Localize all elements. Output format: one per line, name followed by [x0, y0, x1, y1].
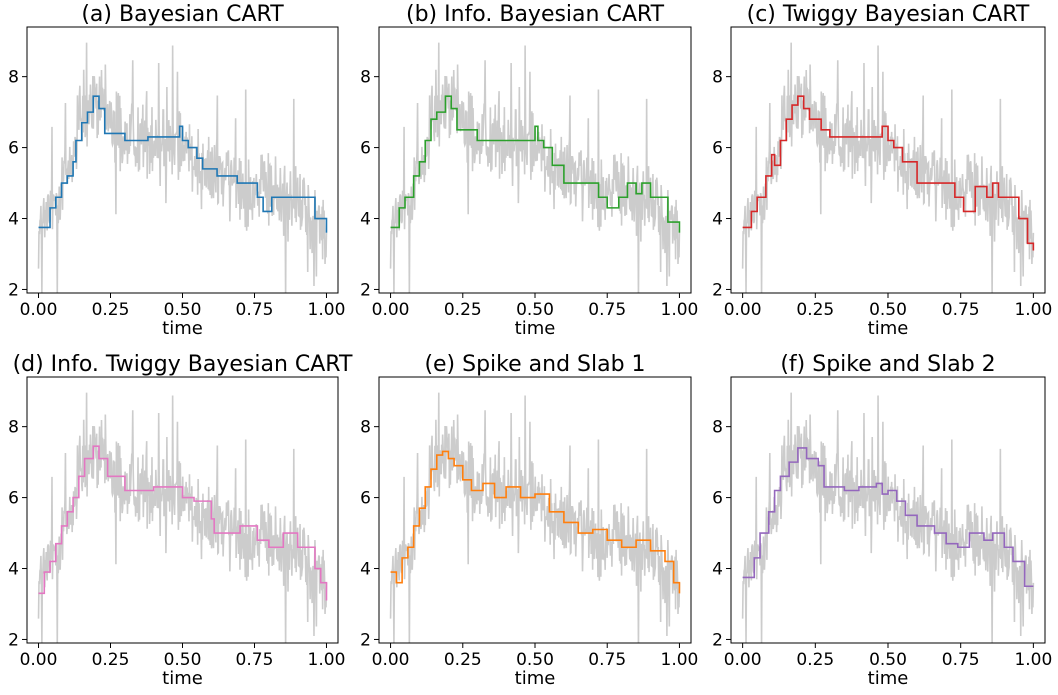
- x-tick-label: 0.25: [796, 300, 834, 320]
- chart-panel: 0.00 0.25 0.50 0.75 1.00 2 4 6 8 (b) Info. Bayesi…: [360, 2, 698, 339]
- x-tick-label: 0.25: [92, 650, 130, 670]
- observed-series: [389, 392, 681, 643]
- x-tick-label: 1.00: [1014, 650, 1052, 670]
- x-tick-label: 0.00: [372, 650, 410, 670]
- y-tick-label: 4: [360, 210, 371, 230]
- fitted-series: [38, 95, 328, 233]
- x-tick-label: 0.50: [164, 300, 202, 320]
- chart-title: (d) Info. Twiggy Bayesian CART: [13, 352, 353, 377]
- y-tick-label: 8: [360, 68, 371, 88]
- x-tick-label: 0.50: [164, 650, 202, 670]
- plot-area: [37, 392, 328, 643]
- x-tick-label: 0.75: [236, 650, 274, 670]
- plot-area: [741, 392, 1035, 643]
- x-tick-label: 0.00: [20, 300, 58, 320]
- x-tick-label: 0.00: [20, 650, 58, 670]
- observed-series: [389, 42, 681, 293]
- observed-series: [741, 42, 1035, 293]
- y-tick-label: 2: [712, 280, 723, 300]
- y-tick-label: 8: [8, 418, 19, 438]
- x-tick-label: 0.00: [724, 300, 762, 320]
- y-tick-label: 6: [712, 489, 723, 509]
- y-tick-label: 2: [712, 630, 723, 650]
- fitted-series: [38, 445, 328, 601]
- chart-panel: 0.00 0.25 0.50 0.75 1.00 2 4 6 8 (c) Twiggy Bayes…: [712, 2, 1052, 339]
- y-tick-label: 4: [8, 210, 19, 230]
- chart-title: (f) Spike and Slab 2: [780, 352, 995, 377]
- x-tick-label: 0.00: [372, 300, 410, 320]
- y-tick-label: 8: [8, 68, 19, 88]
- x-tick-label: 1.00: [1014, 300, 1052, 320]
- x-tick-label: 0.75: [942, 300, 980, 320]
- observed-series: [37, 392, 328, 643]
- x-axis-label: time: [515, 668, 556, 689]
- y-tick-label: 6: [360, 139, 371, 159]
- x-axis-label: time: [162, 668, 203, 689]
- plot-area: [741, 42, 1035, 293]
- chart-panel: 0.00 0.25 0.50 0.75 1.00 2 4 6 8 (a) Bayesian CAR…: [8, 2, 345, 339]
- fitted-series: [390, 450, 681, 594]
- x-tick-label: 0.25: [444, 650, 482, 670]
- chart-title: (a) Bayesian CART: [81, 2, 284, 27]
- y-tick-label: 4: [8, 560, 19, 580]
- x-tick-label: 0.50: [869, 650, 907, 670]
- x-axis-label: time: [162, 318, 203, 339]
- x-axis-label: time: [868, 668, 909, 689]
- y-tick-label: 2: [360, 630, 371, 650]
- observed-series: [37, 42, 328, 293]
- y-tick-label: 6: [712, 139, 723, 159]
- x-tick-label: 0.75: [588, 300, 626, 320]
- x-tick-label: 0.25: [444, 300, 482, 320]
- chart-panel: 0.00 0.25 0.50 0.75 1.00 2 4 6 8 (f) Spike and Sl…: [712, 352, 1052, 689]
- chart-title: (c) Twiggy Bayesian CART: [747, 2, 1030, 27]
- x-tick-label: 0.75: [236, 300, 274, 320]
- y-tick-label: 2: [8, 280, 19, 300]
- x-tick-label: 0.00: [724, 650, 762, 670]
- x-tick-label: 0.75: [588, 650, 626, 670]
- x-tick-label: 1.00: [308, 650, 346, 670]
- y-tick-label: 6: [8, 489, 19, 509]
- chart-title: (b) Info. Bayesian CART: [406, 2, 665, 27]
- x-tick-label: 0.75: [942, 650, 980, 670]
- y-tick-label: 8: [360, 418, 371, 438]
- chart-panel: 0.00 0.25 0.50 0.75 1.00 2 4 6 8 (d) Info. Twiggy…: [8, 352, 353, 689]
- y-tick-label: 8: [712, 418, 723, 438]
- x-tick-label: 0.50: [869, 300, 907, 320]
- y-tick-label: 2: [360, 280, 371, 300]
- x-axis-label: time: [868, 318, 909, 339]
- x-tick-label: 1.00: [661, 650, 699, 670]
- x-tick-label: 0.25: [796, 650, 834, 670]
- x-tick-label: 0.50: [516, 650, 554, 670]
- chart-title: (e) Spike and Slab 1: [424, 352, 645, 377]
- x-tick-label: 0.25: [92, 300, 130, 320]
- fitted-series: [742, 95, 1035, 251]
- x-tick-label: 1.00: [661, 300, 699, 320]
- y-tick-label: 6: [8, 139, 19, 159]
- plot-area: [389, 42, 681, 293]
- y-tick-label: 4: [360, 560, 371, 580]
- fitted-series: [390, 95, 681, 233]
- x-tick-label: 1.00: [308, 300, 346, 320]
- y-tick-label: 4: [712, 560, 723, 580]
- x-tick-label: 0.50: [516, 300, 554, 320]
- chart-panel: 0.00 0.25 0.50 0.75 1.00 2 4 6 8 (e) Spike and Sl…: [360, 352, 698, 689]
- plot-area: [389, 392, 681, 643]
- plot-area: [37, 42, 328, 293]
- y-tick-label: 4: [712, 210, 723, 230]
- y-tick-label: 6: [360, 489, 371, 509]
- observed-series: [741, 392, 1035, 643]
- y-tick-label: 2: [8, 630, 19, 650]
- y-tick-label: 8: [712, 68, 723, 88]
- x-axis-label: time: [515, 318, 556, 339]
- fitted-series: [742, 447, 1034, 588]
